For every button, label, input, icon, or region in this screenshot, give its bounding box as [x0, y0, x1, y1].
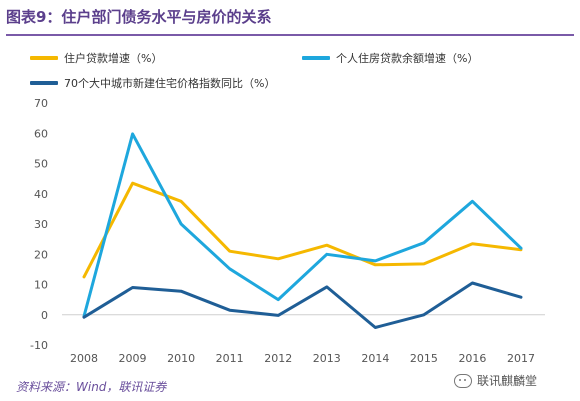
y-tick-label: 60: [34, 127, 48, 140]
x-tick-label: 2014: [361, 352, 389, 365]
series-line-0: [82, 181, 523, 279]
x-tick-label: 2011: [216, 352, 244, 365]
legend-item-household-loan: 住户贷款增速（%）: [30, 50, 162, 66]
y-tick-label: 50: [34, 158, 48, 171]
wechat-icon: [454, 373, 472, 388]
watermark-text: 联讯麒麟堂: [477, 374, 538, 388]
y-tick-label: 20: [34, 248, 48, 261]
x-tick-label: 2008: [70, 352, 98, 365]
legend-label-household-loan: 住户贷款增速（%）: [64, 52, 163, 65]
y-tick-label: 0: [41, 309, 48, 322]
x-tick-label: 2010: [167, 352, 195, 365]
y-tick-label: 40: [34, 188, 48, 201]
y-tick-label: -10: [30, 339, 48, 352]
legend-item-housing-loan: 个人住房贷款余额增速（%）: [302, 50, 478, 66]
series-line-2: [82, 281, 523, 329]
x-tick-label: 2012: [264, 352, 292, 365]
y-tick-label: 30: [34, 218, 48, 231]
legend-swatch-housing-loan: [302, 56, 330, 60]
legend-label-house-price-index: 70个大中城市新建住宅价格指数同比（%）: [64, 77, 276, 90]
y-tick-label: 70: [34, 97, 48, 110]
x-tick-label: 2016: [458, 352, 486, 365]
x-tick-label: 2015: [410, 352, 438, 365]
legend-swatch-house-price-index: [30, 81, 58, 85]
y-tick-label: 10: [34, 279, 48, 292]
x-tick-label: 2017: [507, 352, 535, 365]
legend-label-housing-loan: 个人住房贷款余额增速（%）: [336, 52, 479, 65]
title-divider: [6, 34, 574, 36]
source-note: 资料来源：Wind，联讯证券: [16, 380, 167, 394]
legend-item-house-price-index: 70个大中城市新建住宅价格指数同比（%）: [30, 75, 275, 91]
x-tick-label: 2013: [313, 352, 341, 365]
chart-title: 图表9：住户部门债务水平与房价的关系: [6, 8, 272, 26]
series-line-1: [82, 132, 523, 318]
legend-swatch-household-loan: [30, 56, 58, 60]
watermark: 联讯麒麟堂: [454, 372, 537, 389]
x-tick-label: 2009: [119, 352, 147, 365]
